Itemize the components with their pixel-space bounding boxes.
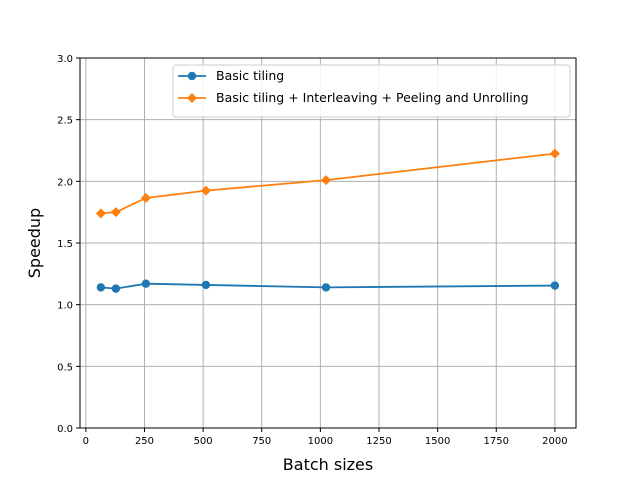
data-point: [549, 148, 560, 159]
data-point: [110, 207, 121, 218]
y-tick-label: 0.0: [57, 424, 73, 435]
x-tick-label: 1500: [425, 436, 450, 447]
legend-label: Basic tiling: [216, 68, 284, 83]
legend-swatch-marker: [187, 93, 197, 103]
y-tick-label: 2.5: [57, 116, 73, 127]
y-tick-label: 1.0: [57, 301, 73, 312]
data-point: [141, 279, 151, 288]
legend: Basic tiling Basic tiling + Interleaving …: [172, 64, 571, 118]
data-point: [96, 283, 106, 292]
y-axis-label: Speedup: [25, 208, 44, 278]
y-tick-label: 2.0: [57, 177, 73, 188]
y-tick-label: 3.0: [57, 54, 73, 65]
x-tick-label: 1250: [366, 436, 391, 447]
x-axis-label: Batch sizes: [283, 455, 373, 474]
y-tick-label: 1.5: [57, 239, 73, 250]
y-tick-label: 0.5: [57, 362, 73, 373]
x-tick-label: 750: [252, 436, 271, 447]
series-2: [95, 148, 560, 219]
data-point: [111, 284, 121, 293]
x-tick-label: 0: [83, 436, 89, 447]
legend-swatch-marker: [187, 71, 197, 81]
x-tick-label: 250: [135, 436, 154, 447]
data-point: [321, 283, 331, 292]
legend-item: Basic tiling: [178, 68, 284, 83]
data-point: [201, 280, 211, 290]
data-point: [140, 192, 151, 203]
x-tick-label: 500: [194, 436, 213, 447]
series-layer: [95, 148, 560, 293]
x-tick-label: 2000: [542, 436, 567, 447]
data-point: [200, 185, 211, 196]
x-tick-label: 1750: [484, 436, 509, 447]
legend-box: [172, 64, 571, 118]
data-point: [95, 208, 106, 219]
x-tick-label: 1000: [308, 436, 333, 447]
data-point: [550, 281, 560, 290]
legend-item: Basic tiling + Interleaving + Peeling an…: [178, 90, 529, 105]
data-point: [321, 175, 332, 186]
series-1: [96, 279, 560, 293]
axis-ticks: 0 250 500 750 1000 1250 1500 1750 2000 0.0 0.5 1.0 1…: [57, 54, 568, 447]
legend-label: Basic tiling + Interleaving + Peeling an…: [216, 90, 529, 105]
